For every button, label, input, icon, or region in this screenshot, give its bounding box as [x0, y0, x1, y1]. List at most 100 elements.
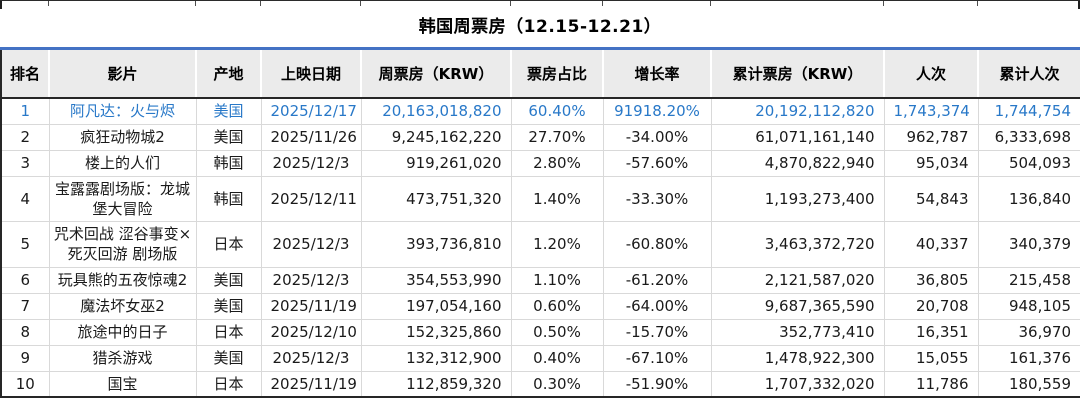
- cell-growth: -60.80%: [602, 221, 712, 268]
- header-cell-origin: 产地: [195, 50, 262, 99]
- cell-rank: 2: [0, 123, 50, 151]
- table-row: 10 国宝 日本 2025/11/19 112,859,320 0.30% -51.90% 1…: [0, 370, 1080, 398]
- table-row: 4 宝露露剧场版：龙城堡大冒险 韩国 2025/12/11 473,751,320 1.4…: [0, 175, 1080, 222]
- header-cell-share: 票房占比: [510, 50, 604, 99]
- cell-admissions: 20,708: [883, 292, 979, 320]
- accent-divider: [0, 47, 1080, 50]
- cell-share: 0.50%: [510, 318, 604, 346]
- header-cell-rank: 排名: [0, 50, 50, 99]
- cell-film: 疯狂动物城2: [48, 123, 197, 151]
- cell-admissions: 16,351: [883, 318, 979, 346]
- cell-cume_krw: 20,192,112,820: [710, 97, 885, 125]
- top-tick: [260, 1, 261, 6]
- cell-admissions: 962,787: [883, 123, 979, 151]
- cell-origin: 日本: [195, 221, 262, 268]
- cell-share: 60.40%: [510, 97, 604, 125]
- cell-share: 1.10%: [510, 266, 604, 294]
- top-tick: [602, 1, 603, 6]
- cell-week_krw: 9,245,162,220: [360, 123, 512, 151]
- table-row: 8 旅途中的日子 日本 2025/12/10 152,325,860 0.50% -15.7…: [0, 318, 1080, 346]
- table-row: 9 猎杀游戏 美国 2025/12/3 132,312,900 0.40% -67.10% 1…: [0, 344, 1080, 372]
- cell-film: 国宝: [48, 370, 197, 398]
- cell-origin: 美国: [195, 292, 262, 320]
- cell-cume_krw: 1,478,922,300: [710, 344, 885, 372]
- cell-cume_krw: 352,773,410: [710, 318, 885, 346]
- cell-rank: 3: [0, 149, 50, 177]
- cell-origin: 韩国: [195, 149, 262, 177]
- cell-growth: -64.00%: [602, 292, 712, 320]
- cell-release: 2025/11/26: [260, 123, 362, 151]
- cell-film: 咒术回战 涩谷事变×死灭回游 剧场版: [48, 221, 197, 268]
- cell-film: 宝露露剧场版：龙城堡大冒险: [48, 175, 197, 222]
- table-row: 7 魔法坏女巫2 美国 2025/11/19 197,054,160 0.60% -64.0…: [0, 292, 1080, 320]
- cell-film: 猎杀游戏: [48, 344, 197, 372]
- cell-growth: -51.90%: [602, 370, 712, 398]
- box-office-table: 排名 影片 产地 上映日期 周票房（KRW） 票房占比 增长率 累计票房（KRW） 人次 累计人次…: [0, 50, 1080, 398]
- cell-rank: 1: [0, 97, 50, 125]
- table-body: 1 阿凡达：火与烬 美国 2025/12/17 20,163,018,820 60.40%…: [0, 97, 1080, 398]
- cell-cume_krw: 1,707,332,020: [710, 370, 885, 398]
- table-row: 1 阿凡达：火与烬 美国 2025/12/17 20,163,018,820 60.40%…: [0, 97, 1080, 125]
- cell-origin: 美国: [195, 344, 262, 372]
- cell-origin: 美国: [195, 97, 262, 125]
- cell-week_krw: 132,312,900: [360, 344, 512, 372]
- top-tick: [710, 1, 711, 6]
- cell-film: 魔法坏女巫2: [48, 292, 197, 320]
- cell-week_krw: 473,751,320: [360, 175, 512, 222]
- cell-week_krw: 152,325,860: [360, 318, 512, 346]
- cell-growth: -67.10%: [602, 344, 712, 372]
- cell-release: 2025/12/3: [260, 344, 362, 372]
- cell-admissions: 36,805: [883, 266, 979, 294]
- cell-release: 2025/11/19: [260, 370, 362, 398]
- cell-admissions: 11,786: [883, 370, 979, 398]
- cell-admissions: 15,055: [883, 344, 979, 372]
- cell-release: 2025/12/17: [260, 97, 362, 125]
- top-tick: [360, 1, 361, 6]
- cell-week_krw: 919,261,020: [360, 149, 512, 177]
- header-cell-film: 影片: [48, 50, 197, 99]
- cell-growth: -57.60%: [602, 149, 712, 177]
- cell-release: 2025/12/3: [260, 149, 362, 177]
- cell-rank: 10: [0, 370, 50, 398]
- cell-rank: 4: [0, 175, 50, 222]
- cell-film: 旅途中的日子: [48, 318, 197, 346]
- box-office-sheet: 韩国周票房（12.15-12.21） 排名 影片 产地 上映日期 周票房（KRW） 票房占…: [0, 0, 1080, 398]
- cell-release: 2025/12/3: [260, 266, 362, 294]
- header-cell-cume_admissions: 累计人次: [977, 50, 1080, 99]
- cell-week_krw: 354,553,990: [360, 266, 512, 294]
- cell-rank: 8: [0, 318, 50, 346]
- cell-share: 27.70%: [510, 123, 604, 151]
- cell-share: 0.30%: [510, 370, 604, 398]
- table-header-row: 排名 影片 产地 上映日期 周票房（KRW） 票房占比 增长率 累计票房（KRW） 人次 累计人次: [0, 50, 1080, 99]
- cell-week_krw: 393,736,810: [360, 221, 512, 268]
- top-tick: [977, 1, 978, 6]
- cell-cume_admissions: 180,559: [977, 370, 1080, 398]
- cell-growth: -34.00%: [602, 123, 712, 151]
- cell-origin: 美国: [195, 266, 262, 294]
- cell-share: 1.40%: [510, 175, 604, 222]
- cell-week_krw: 112,859,320: [360, 370, 512, 398]
- header-cell-cume_krw: 累计票房（KRW）: [710, 50, 885, 99]
- cell-cume_krw: 4,870,822,940: [710, 149, 885, 177]
- cell-admissions: 54,843: [883, 175, 979, 222]
- header-cell-admissions: 人次: [883, 50, 979, 99]
- table-row: 5 咒术回战 涩谷事变×死灭回游 剧场版 日本 2025/12/3 393,736,81…: [0, 221, 1080, 268]
- cell-week_krw: 20,163,018,820: [360, 97, 512, 125]
- cell-origin: 韩国: [195, 175, 262, 222]
- cell-growth: 91918.20%: [602, 97, 712, 125]
- cell-film: 阿凡达：火与烬: [48, 97, 197, 125]
- top-tick: [48, 1, 49, 6]
- cell-origin: 日本: [195, 370, 262, 398]
- cell-cume_admissions: 1,744,754: [977, 97, 1080, 125]
- cell-release: 2025/12/10: [260, 318, 362, 346]
- cell-cume_admissions: 340,379: [977, 221, 1080, 268]
- cell-rank: 6: [0, 266, 50, 294]
- cell-film: 楼上的人们: [48, 149, 197, 177]
- cell-growth: -33.30%: [602, 175, 712, 222]
- table-row: 3 楼上的人们 韩国 2025/12/3 919,261,020 2.80% -57.60%…: [0, 149, 1080, 177]
- cell-cume_krw: 3,463,372,720: [710, 221, 885, 268]
- top-tick: [195, 1, 196, 6]
- top-tick: [510, 1, 511, 6]
- table-row: 2 疯狂动物城2 美国 2025/11/26 9,245,162,220 27.70% -3…: [0, 123, 1080, 151]
- cell-week_krw: 197,054,160: [360, 292, 512, 320]
